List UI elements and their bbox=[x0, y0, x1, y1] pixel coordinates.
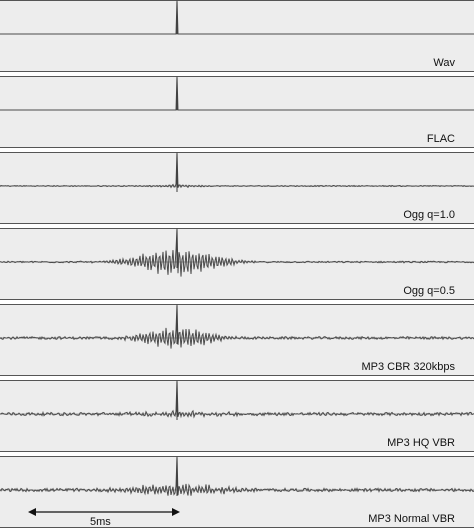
panel-background bbox=[0, 304, 474, 376]
panel-label: FLAC bbox=[427, 133, 455, 145]
waveform bbox=[0, 228, 474, 277]
waveform bbox=[0, 304, 474, 349]
panel-label: Ogg q=0.5 bbox=[403, 285, 455, 297]
panel: FLAC bbox=[0, 76, 474, 148]
panel-label: MP3 Normal VBR bbox=[368, 513, 455, 525]
scale-bar-right-arrow bbox=[172, 508, 180, 516]
waveform bbox=[0, 76, 474, 111]
panel: Ogg q=0.5 bbox=[0, 228, 474, 300]
panel: MP3 CBR 320kbps bbox=[0, 304, 474, 376]
panel: MP3 HQ VBR bbox=[0, 380, 474, 452]
panel-label: Ogg q=1.0 bbox=[403, 209, 455, 221]
waveform bbox=[0, 456, 474, 496]
panel-background bbox=[0, 152, 474, 224]
panel-background bbox=[0, 0, 474, 72]
panel-label: Wav bbox=[433, 57, 455, 69]
panel: MP3 Normal VBR bbox=[0, 456, 474, 528]
scale-bar: 5ms bbox=[28, 508, 180, 528]
panel-label: MP3 HQ VBR bbox=[387, 437, 455, 449]
scale-bar-left-arrow bbox=[28, 508, 36, 516]
panel: Wav bbox=[0, 0, 474, 72]
scale-bar-label: 5ms bbox=[90, 516, 111, 528]
waveform bbox=[0, 152, 474, 189]
panel-label: MP3 CBR 320kbps bbox=[361, 361, 455, 373]
waveform bbox=[0, 380, 474, 419]
waveform bbox=[0, 0, 474, 35]
panel: Ogg q=1.0 bbox=[0, 152, 474, 224]
panel-background bbox=[0, 76, 474, 148]
